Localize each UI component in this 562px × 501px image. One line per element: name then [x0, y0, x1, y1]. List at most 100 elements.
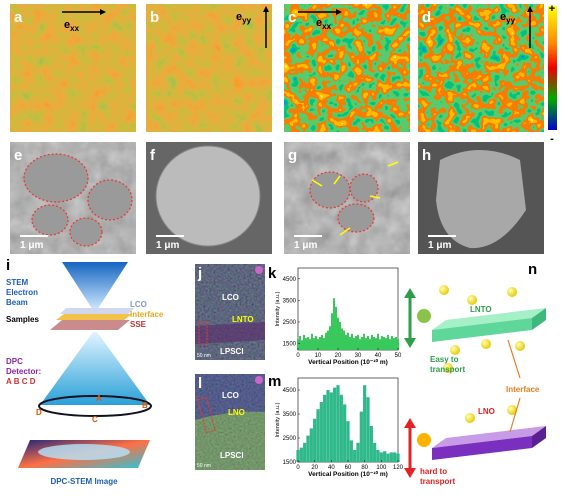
- intensity-bar: [393, 338, 395, 350]
- intensity-bar: [397, 339, 399, 350]
- image-label: LPSCl: [220, 347, 244, 356]
- image-scale: 50 nm: [197, 353, 211, 359]
- segment-label: C: [92, 415, 98, 424]
- n-label: hard to: [420, 467, 447, 476]
- x-tick-label: 50: [395, 353, 402, 359]
- panel-label: i: [6, 257, 10, 274]
- strain-base: e: [236, 11, 242, 23]
- stem-noise: [195, 374, 265, 470]
- intensity-bar: [313, 418, 317, 462]
- arrow-exx: [298, 9, 342, 15]
- intensity-bar: [323, 338, 325, 350]
- image-scale: 50 nm: [197, 463, 211, 469]
- y-tick-label: 3500: [283, 298, 297, 304]
- color-wheel: [255, 266, 263, 274]
- scattered-beam: [40, 332, 150, 405]
- intensity-bar: [356, 442, 360, 462]
- intensity-bar: [353, 338, 355, 350]
- y-axis-label: Intensity (a.u.): [275, 291, 281, 326]
- sad-face: [417, 433, 431, 447]
- strain-sub: xx: [70, 24, 79, 33]
- intensity-bar: [377, 333, 379, 350]
- y-tick-label: 3500: [283, 412, 297, 418]
- intensity-bar: [345, 334, 347, 350]
- intensity-bar: [343, 404, 347, 462]
- beam-label-line: Beam: [6, 298, 28, 307]
- intensity-bar: [343, 330, 345, 350]
- panel-label: c: [288, 9, 296, 26]
- intensity-bar: [329, 326, 331, 350]
- intensity-bar: [379, 339, 381, 350]
- intensity-bar: [353, 450, 357, 462]
- panel-label: h: [422, 147, 431, 164]
- colorbar-max: +: [549, 3, 555, 15]
- segment-label: D: [36, 408, 42, 417]
- strain-map: [284, 4, 410, 132]
- intensity-bar: [337, 317, 339, 350]
- intensity-bar: [359, 411, 363, 462]
- scale-bar-label: 1 μm: [294, 240, 317, 251]
- colorbar-min: -: [550, 133, 554, 145]
- intensity-bar: [317, 339, 319, 350]
- detector-label-line: Detector:: [6, 367, 41, 376]
- y-axis-label: Intensity (a.u.): [275, 402, 281, 437]
- intensity-bar: [327, 330, 329, 350]
- sample-lco: [60, 308, 134, 314]
- interface-arrows: [507, 339, 521, 433]
- intensity-bar: [326, 390, 330, 462]
- strain-map: [10, 4, 136, 132]
- sample-interface: [56, 314, 132, 320]
- intensity-bar: [379, 452, 383, 462]
- scale-bar-label: 1 μm: [428, 240, 451, 251]
- x-tick-label: 80: [361, 465, 368, 471]
- samples-label: Samples: [6, 315, 39, 324]
- image-label: LCO: [222, 391, 239, 400]
- intensity-bar: [363, 385, 367, 462]
- y-tick-label: 1500: [283, 342, 297, 348]
- panel-label: n: [528, 261, 537, 278]
- panel-label: j: [197, 265, 202, 282]
- arrow-hard: [404, 418, 416, 478]
- strain-label: eyy: [236, 11, 252, 25]
- intensity-bar: [299, 335, 301, 350]
- x-tick-label: 30: [355, 353, 362, 359]
- intensity-bar: [309, 339, 311, 350]
- particle-outlines: [23, 153, 379, 247]
- intensity-bar: [341, 328, 343, 350]
- x-tick-label: 10: [315, 353, 322, 359]
- n-label: Easy to: [430, 355, 459, 364]
- intensity-bar: [373, 442, 377, 462]
- yellow-arrows: [311, 161, 399, 236]
- intensity-bar: [333, 298, 335, 350]
- happy-face: [417, 309, 431, 323]
- panel-label: a: [14, 9, 23, 26]
- intensity-bar: [389, 339, 391, 350]
- intensity-bar: [309, 428, 313, 462]
- intensity-bar: [396, 453, 400, 462]
- segment-label: B: [142, 401, 148, 410]
- panel-label: d: [422, 9, 431, 26]
- x-tick-label: 100: [376, 465, 387, 471]
- intensity-bar: [351, 333, 353, 350]
- x-tick-label: 0: [296, 353, 300, 359]
- x-tick-label: 20: [311, 465, 318, 471]
- electron-beam: [62, 262, 128, 310]
- x-axis-label: Vertical Position (10⁻¹⁰ m): [308, 470, 388, 478]
- intensity-bar: [383, 337, 385, 350]
- y-tick-label: 1500: [283, 460, 297, 466]
- intensity-bar: [303, 334, 305, 350]
- intensity-bar: [315, 335, 317, 350]
- x-tick-label: 20: [335, 353, 342, 359]
- y-tick-label: 4500: [283, 277, 297, 283]
- strain-sub: yy: [242, 16, 251, 25]
- intensity-bar: [371, 334, 373, 350]
- detector-label: DPC Detector: A B C D: [6, 357, 41, 386]
- x-tick-label: 120: [393, 465, 404, 471]
- intensity-bar: [329, 392, 333, 462]
- intensity-bar: [393, 452, 397, 462]
- detector-segments: A B C D: [36, 394, 148, 424]
- lnto-slab-top: [432, 308, 546, 330]
- intensity-bar: [359, 339, 361, 350]
- layer-label: SSE: [130, 320, 147, 329]
